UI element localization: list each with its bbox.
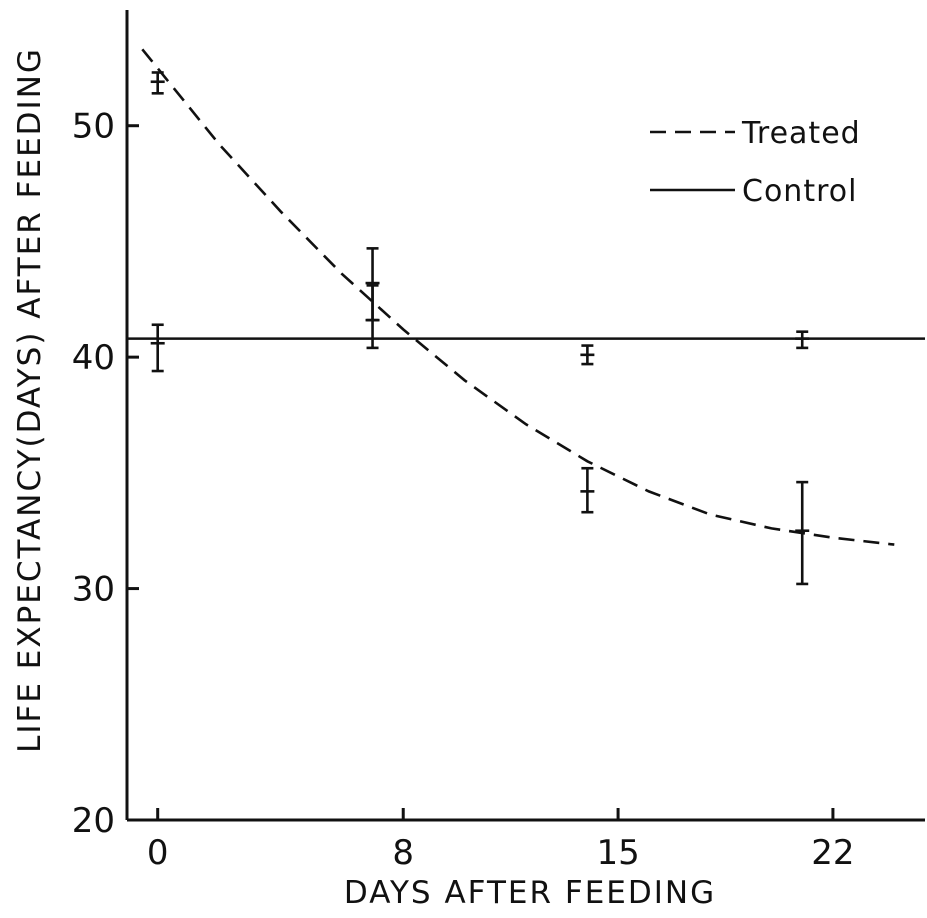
- control-series: [127, 284, 925, 373]
- y-tick-label: 30: [72, 570, 115, 610]
- treated-curve: [141, 48, 895, 546]
- control-data-point: [365, 284, 380, 350]
- y-ticks: 20 30 40 50: [72, 107, 139, 841]
- legend: Treated Control: [650, 116, 861, 209]
- y-tick-label: 20: [72, 801, 115, 841]
- control-data-point: [795, 330, 810, 350]
- control-data-point: [150, 323, 165, 373]
- axes: [125, 10, 925, 822]
- legend-treated-label: Treated: [741, 116, 861, 151]
- treated-data-point: [795, 480, 810, 586]
- treated-data-point: [580, 466, 595, 514]
- x-axis-title: DAYS AFTER FEEDING: [344, 875, 716, 911]
- control-data-point: [580, 344, 595, 366]
- legend-control-label: Control: [742, 174, 857, 209]
- treated-data-point: [150, 71, 165, 95]
- series-layer: [127, 48, 925, 586]
- y-tick-label: 50: [72, 107, 115, 147]
- y-axis-title: LIFE EXPECTANCY(DAYS) AFTER FEEDING: [12, 47, 48, 753]
- y-tick-label: 40: [72, 338, 115, 378]
- x-ticks: 0 8 15 22: [147, 808, 855, 873]
- treated-series: [141, 48, 895, 586]
- x-tick-label: 8: [392, 833, 414, 873]
- x-tick-label: 0: [147, 833, 169, 873]
- x-tick-label: 15: [596, 833, 639, 873]
- x-tick-label: 22: [811, 833, 854, 873]
